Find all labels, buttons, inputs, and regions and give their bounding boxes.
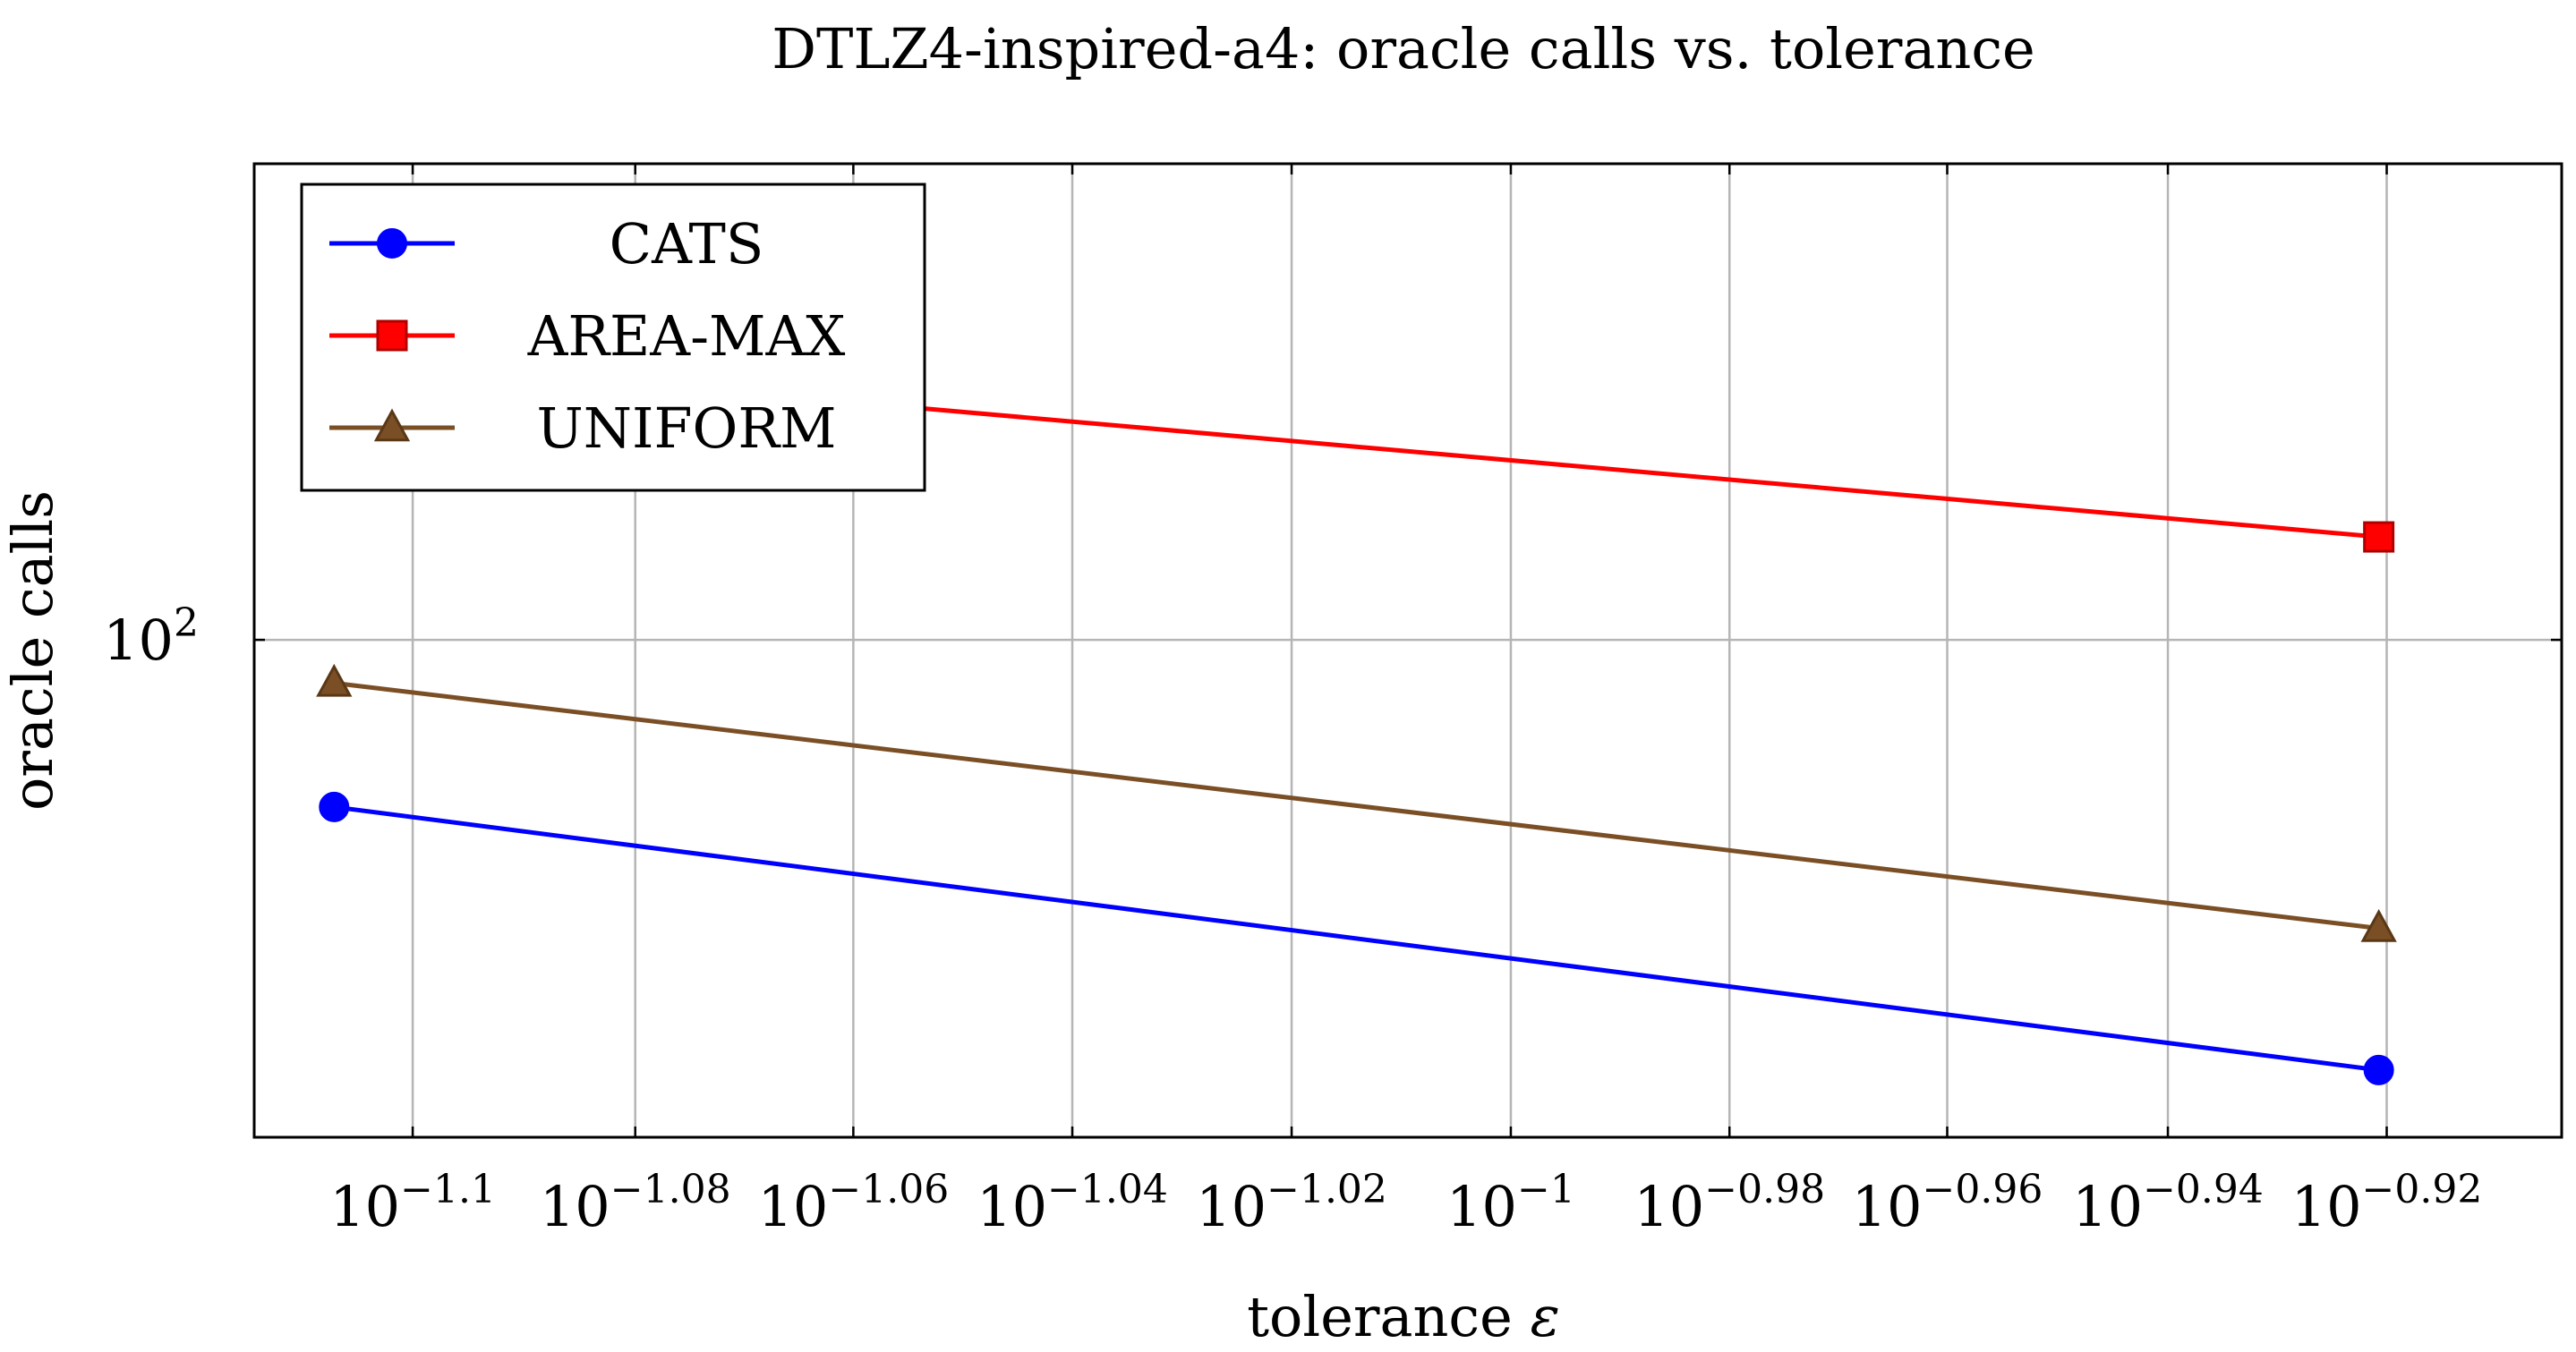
legend-label: CATS <box>610 211 764 276</box>
y-axis-label: oracle calls <box>0 490 65 811</box>
legend-label: UNIFORM <box>536 395 836 461</box>
data-point-uniform <box>2360 908 2397 942</box>
chart-title: DTLZ4-inspired-a4: oracle calls vs. tole… <box>772 16 2035 81</box>
y-tick-label: 102 <box>103 600 199 673</box>
x-tick-label: 10−1.06 <box>757 1167 949 1239</box>
x-tick-label: 10−1.02 <box>1196 1167 1387 1239</box>
x-tick-label: 10−0.94 <box>2072 1167 2264 1239</box>
data-point-area-max <box>2363 521 2395 553</box>
x-tick-label: 10−1.1 <box>329 1167 496 1239</box>
series-uniform <box>316 663 2397 942</box>
data-point-cats <box>2363 1054 2394 1085</box>
legend-item-uniform: UNIFORM <box>329 395 837 461</box>
series-cats <box>319 791 2394 1085</box>
series-line-cats <box>333 804 2379 1073</box>
x-tick-label: 10−1.08 <box>540 1167 731 1239</box>
series-line-uniform <box>333 680 2379 931</box>
legend: CATS AREA-MAX UNIFORM <box>300 183 926 492</box>
x-tick-label: 10−0.96 <box>1852 1167 2043 1239</box>
data-point-cats <box>319 791 350 822</box>
legend-item-area-max: AREA-MAX <box>329 303 845 369</box>
x-tick-label: 10−1 <box>1446 1167 1575 1239</box>
legend-marker <box>373 408 411 442</box>
tick-layer: 10−1.1 10−1.08 10−1.06 10−1.04 10−1.02 10−1 10… <box>103 164 2562 1239</box>
legend-marker <box>377 228 407 259</box>
x-tick-label: 10−0.98 <box>1633 1167 1825 1239</box>
plot-frame <box>252 162 2563 1139</box>
legend-item-cats: CATS <box>329 211 763 276</box>
x-axis-label: tolerance ε <box>1247 1284 1560 1349</box>
x-axis-label-symbol: ε <box>1531 1284 1560 1349</box>
data-point-uniform <box>316 663 353 697</box>
legend-items: CATS AREA-MAX UNIFORM <box>329 211 845 461</box>
legend-label: AREA-MAX <box>527 303 846 369</box>
x-tick-label: 10−1.04 <box>977 1167 1168 1239</box>
x-axis-label-text: tolerance <box>1247 1284 1530 1349</box>
x-tick-label: 10−0.92 <box>2291 1167 2483 1239</box>
legend-marker <box>376 319 408 352</box>
